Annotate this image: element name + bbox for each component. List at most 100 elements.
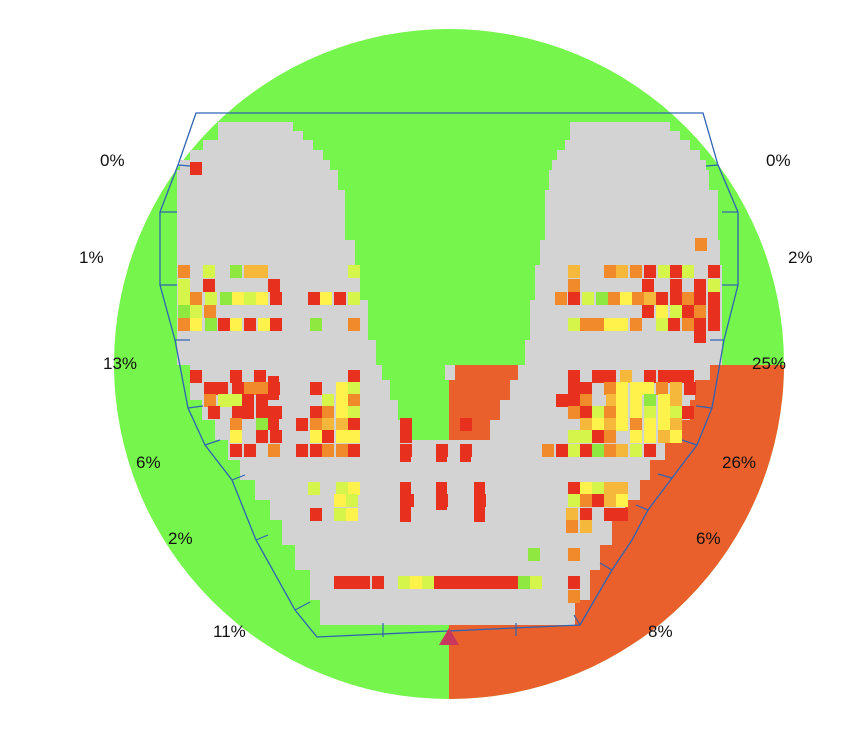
heat-cell <box>254 370 266 383</box>
heat-cell <box>568 548 580 561</box>
heat-cell <box>568 318 580 331</box>
zone-outline <box>159 112 739 645</box>
zone-divider <box>204 439 221 446</box>
zone-divider <box>573 614 581 626</box>
heat-cell <box>256 406 268 419</box>
heat-cell <box>616 482 628 495</box>
heat-cell <box>348 482 360 495</box>
heat-cell <box>542 444 554 457</box>
heat-cell <box>644 370 656 383</box>
heat-cell <box>310 318 322 331</box>
heat-cell <box>494 576 506 589</box>
heat-cell <box>694 305 706 318</box>
heat-cell <box>216 382 228 395</box>
heat-cell <box>530 576 542 589</box>
heat-cell <box>630 430 642 443</box>
heat-cell <box>528 548 540 561</box>
heat-cell <box>556 394 568 407</box>
heat-cell <box>644 430 656 443</box>
heat-cell <box>708 279 720 292</box>
heat-cell <box>670 279 682 292</box>
court-segment <box>545 190 718 240</box>
heat-cell <box>230 418 242 431</box>
heat-cell <box>568 494 580 507</box>
court-segment <box>218 122 293 131</box>
heat-cell <box>336 444 348 457</box>
heat-cells <box>178 162 720 603</box>
heat-cell <box>348 444 360 457</box>
heat-cell <box>604 318 616 331</box>
court-segment <box>177 240 355 265</box>
heat-cell <box>670 382 682 395</box>
court-segment <box>180 160 330 170</box>
heat-cell <box>218 318 230 331</box>
heat-cell <box>568 394 580 407</box>
zone-labels: 0% 1% 13% 6% 2% 11% 0% 2% 25% 26% 6% 8% <box>79 151 813 641</box>
court-segment <box>295 545 600 570</box>
heat-cell <box>270 318 282 331</box>
heat-cell <box>556 444 568 457</box>
heat-cell <box>632 292 644 305</box>
zone-label-right-5: 6% <box>696 529 721 548</box>
heat-cell <box>178 318 190 331</box>
heat-cell <box>580 444 592 457</box>
heat-cell <box>482 576 494 589</box>
heat-cell <box>204 394 216 407</box>
heat-cell <box>656 305 668 318</box>
heat-cell <box>268 376 279 400</box>
heat-cell <box>244 318 256 331</box>
heat-cell <box>436 482 447 510</box>
heat-cell <box>296 418 308 431</box>
heat-cell <box>555 292 567 305</box>
zone-label-left-4: 6% <box>136 453 161 472</box>
heat-cell <box>616 418 628 431</box>
heat-cell <box>658 265 670 278</box>
heat-cell <box>336 430 348 443</box>
heat-cell <box>334 576 346 589</box>
heat-cell <box>336 482 348 495</box>
heat-cell <box>630 265 642 278</box>
court-segment <box>190 150 323 160</box>
heat-cell <box>684 382 696 395</box>
heat-cell <box>592 418 604 431</box>
heat-cell <box>322 444 334 457</box>
heat-cell <box>580 382 592 395</box>
heat-cell <box>630 318 642 331</box>
heat-cell <box>348 318 360 331</box>
zone-label-left-3: 13% <box>103 354 137 373</box>
court-segment <box>540 240 720 265</box>
heat-cell <box>310 406 322 419</box>
heat-cell <box>568 382 580 395</box>
zone-boundary <box>159 112 739 638</box>
heat-cell <box>596 292 608 305</box>
heat-cell <box>642 279 654 292</box>
heat-cell <box>322 406 334 419</box>
heat-cell <box>310 444 322 457</box>
heat-cell <box>694 279 706 292</box>
heat-cell <box>348 430 360 443</box>
heat-cell <box>642 305 654 318</box>
heat-cell <box>670 305 682 318</box>
heat-cell <box>348 406 360 419</box>
heat-cell <box>244 444 256 457</box>
heat-cell <box>230 444 242 457</box>
zone-label-left-2: 1% <box>79 248 104 267</box>
zone-label-left-1: 0% <box>100 151 125 170</box>
heat-cell <box>268 444 280 457</box>
heat-cell <box>670 265 682 278</box>
heat-cell <box>604 382 616 395</box>
heat-cell <box>708 265 720 278</box>
zone-label-right-4: 26% <box>722 453 756 472</box>
heat-cell <box>604 508 616 521</box>
court-segment <box>525 340 722 365</box>
heat-cell <box>658 370 670 383</box>
heat-cell <box>580 430 592 443</box>
heat-cell <box>178 265 190 278</box>
heat-cell <box>346 576 358 589</box>
heat-cell <box>256 382 268 395</box>
heat-cell <box>568 430 580 443</box>
heat-cell <box>682 318 694 331</box>
heat-cell <box>232 382 244 395</box>
court-segment <box>552 160 706 170</box>
court-segment <box>270 500 625 520</box>
